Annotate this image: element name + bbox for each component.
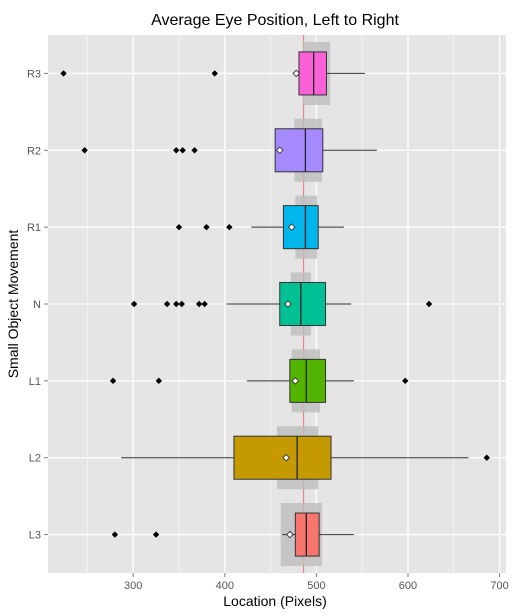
outlier-N bbox=[201, 300, 208, 308]
box-layer bbox=[60, 41, 490, 567]
mean-marker-L1 bbox=[291, 377, 300, 385]
outlier-L2 bbox=[483, 454, 490, 461]
outlier-R2 bbox=[179, 147, 186, 154]
y-tick-label: R1 bbox=[27, 222, 41, 234]
outlier-R1 bbox=[175, 223, 183, 231]
outlier-N bbox=[195, 300, 203, 308]
y-tick-label: R3 bbox=[27, 68, 41, 80]
outlier-L1 bbox=[109, 377, 117, 385]
outlier-N bbox=[163, 300, 171, 308]
mean-marker-R1 bbox=[287, 223, 296, 231]
y-axis-title: Small Object Movement bbox=[5, 230, 21, 379]
x-tick-label: 500 bbox=[307, 580, 325, 592]
mean-marker-L3 bbox=[285, 530, 294, 539]
y-tick-label: R2 bbox=[27, 145, 41, 157]
outlier-R3 bbox=[211, 70, 218, 77]
outlier-N bbox=[178, 300, 185, 308]
outlier-N bbox=[425, 300, 433, 308]
x-tick-label: 300 bbox=[124, 580, 142, 592]
outlier-R2 bbox=[173, 147, 180, 154]
x-tick-label: 400 bbox=[216, 580, 234, 592]
x-tick-label: 700 bbox=[490, 580, 508, 592]
outlier-R2 bbox=[191, 147, 198, 154]
outlier-R1 bbox=[203, 223, 210, 231]
y-tick-label: L1 bbox=[29, 376, 41, 388]
outlier-R1 bbox=[226, 223, 233, 231]
mean-marker-N bbox=[284, 300, 292, 308]
mean-marker-L2 bbox=[282, 453, 290, 462]
outlier-L3 bbox=[111, 531, 119, 538]
box-L2 bbox=[233, 435, 332, 480]
mean-marker-R2 bbox=[275, 146, 284, 155]
y-tick-label: N bbox=[33, 299, 41, 311]
outlier-N bbox=[130, 300, 138, 308]
outlier-L1 bbox=[402, 377, 409, 385]
outlier-L1 bbox=[155, 377, 163, 385]
mean-marker-R3 bbox=[292, 69, 301, 78]
outlier-R2 bbox=[81, 147, 88, 154]
box-R3 bbox=[298, 51, 327, 96]
chart-title: Average Eye Position, Left to Right bbox=[151, 12, 399, 29]
tick-layer: 300 400 500 600 700 L3 L2 L1 N R1 R2 R3 bbox=[27, 68, 509, 592]
outlier-R3 bbox=[60, 70, 67, 77]
y-tick-label: L2 bbox=[29, 453, 41, 465]
box-L3 bbox=[294, 512, 320, 557]
x-tick-label: 600 bbox=[399, 580, 417, 592]
x-axis-title: Location (Pixels) bbox=[223, 593, 327, 609]
outlier-L3 bbox=[152, 531, 160, 538]
y-tick-label: L3 bbox=[29, 530, 41, 542]
outlier-N bbox=[173, 300, 180, 308]
